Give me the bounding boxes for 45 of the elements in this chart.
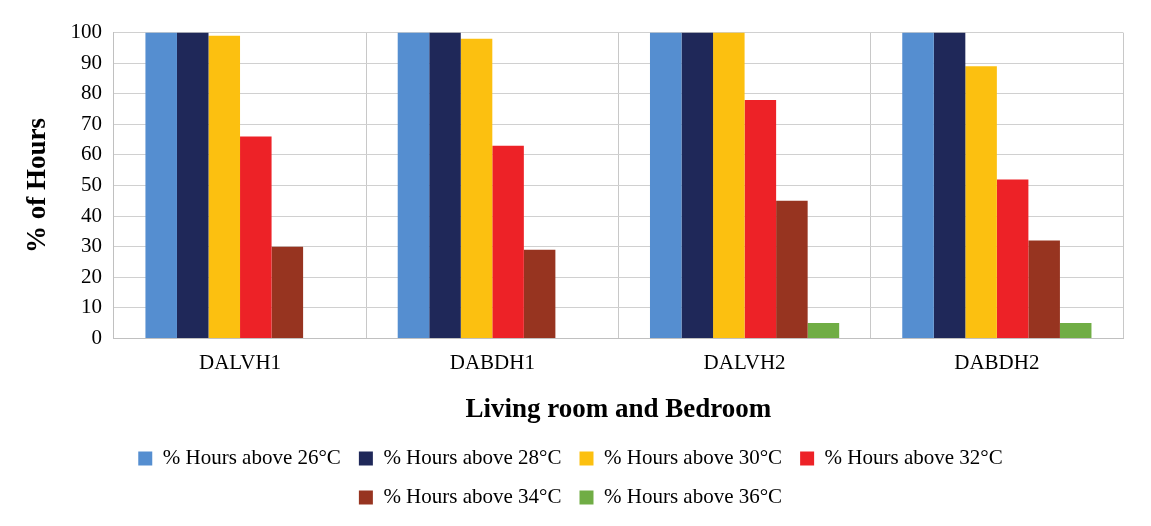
bar bbox=[208, 35, 241, 338]
y-tick-label: 50 bbox=[80, 172, 102, 197]
bar bbox=[744, 99, 777, 338]
legend-label: % Hours above 36°C bbox=[604, 484, 783, 509]
y-tick-label: 20 bbox=[80, 263, 102, 288]
bar bbox=[713, 32, 745, 338]
bar bbox=[492, 145, 524, 338]
bar bbox=[1028, 240, 1060, 338]
bar bbox=[176, 32, 209, 338]
y-tick-label: 40 bbox=[80, 202, 102, 227]
bar bbox=[1059, 323, 1092, 338]
bar bbox=[902, 32, 934, 338]
bar bbox=[240, 136, 272, 338]
bar bbox=[145, 32, 177, 338]
x-tick-label: DABDH1 bbox=[449, 349, 535, 374]
y-tick-label: 70 bbox=[80, 110, 102, 135]
y-tick-label: 90 bbox=[80, 49, 102, 74]
y-tick-label: 30 bbox=[80, 233, 102, 258]
legend-label: % Hours above 26°C bbox=[162, 445, 341, 470]
bar bbox=[996, 179, 1029, 338]
bar bbox=[807, 323, 840, 338]
bar bbox=[776, 200, 808, 338]
bar bbox=[429, 32, 461, 338]
bar bbox=[397, 32, 430, 338]
y-axis-title: % of Hours bbox=[21, 118, 52, 253]
bar bbox=[681, 32, 714, 338]
y-tick-label: 0 bbox=[91, 324, 102, 349]
legend-label: % Hours above 32°C bbox=[824, 445, 1003, 470]
bar bbox=[460, 38, 493, 338]
x-axis-title: Living room and Bedroom bbox=[465, 392, 772, 423]
x-tick-label: DABDH2 bbox=[954, 349, 1040, 374]
bar bbox=[523, 249, 556, 338]
legend-label: % Hours above 34°C bbox=[383, 484, 562, 509]
y-tick-label: 80 bbox=[80, 80, 102, 105]
bar bbox=[649, 32, 682, 338]
x-tick-label: DALVH1 bbox=[199, 349, 282, 374]
bar bbox=[271, 246, 304, 338]
bar bbox=[933, 32, 966, 338]
legend-label: % Hours above 28°C bbox=[383, 445, 562, 470]
bar bbox=[965, 66, 997, 338]
x-tick-label: DALVH2 bbox=[703, 349, 786, 374]
y-tick-label: 60 bbox=[80, 141, 102, 166]
legend-label: % Hours above 30°C bbox=[604, 445, 783, 470]
y-tick-label: 100 bbox=[70, 19, 102, 44]
y-tick-label: 10 bbox=[80, 294, 102, 319]
